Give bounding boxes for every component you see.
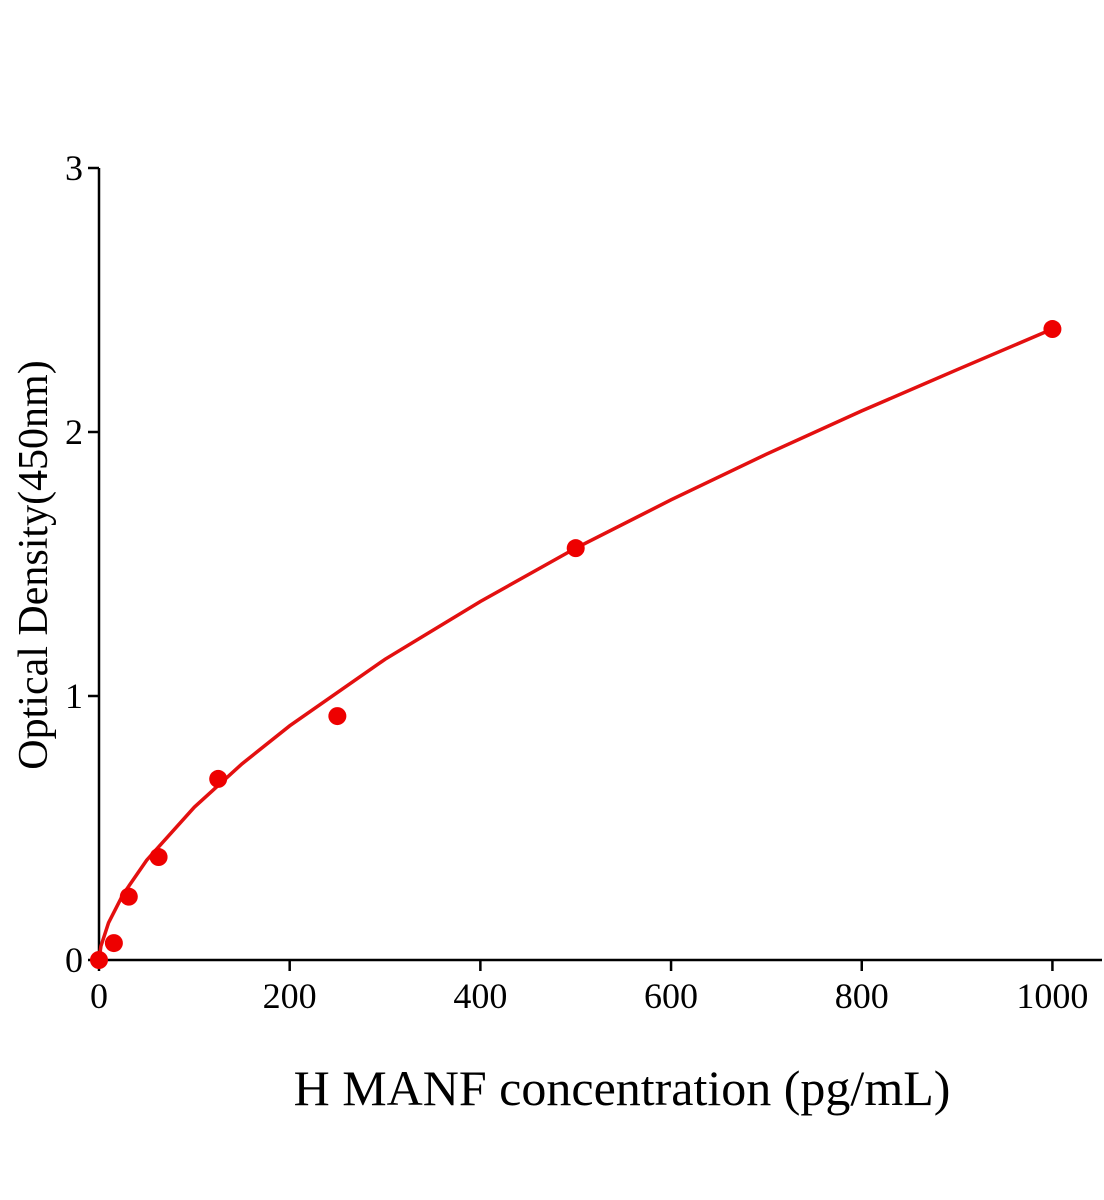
data-point [119,887,138,906]
x-tick-label: 1000 [1016,976,1088,1016]
y-tick-label: 3 [65,148,83,188]
y-tick-label: 2 [65,412,83,452]
x-axis-title: H MANF concentration (pg/mL) [294,1060,951,1116]
x-tick-label: 400 [453,976,507,1016]
data-point [1043,320,1062,339]
fit-curve [97,327,1054,961]
x-tick-label: 0 [90,976,108,1016]
y-axis-title: Optical Density(450nm) [11,360,57,769]
data-point [209,769,228,788]
data-point [566,539,585,558]
y-tick-label: 0 [65,940,83,980]
data-point [149,848,168,867]
data-point [328,707,347,726]
x-tick-label: 800 [835,976,889,1016]
x-tick-label: 200 [263,976,317,1016]
data-point [104,934,123,953]
y-tick-label: 1 [65,676,83,716]
data-point [90,951,108,969]
x-tick-label: 600 [644,976,698,1016]
